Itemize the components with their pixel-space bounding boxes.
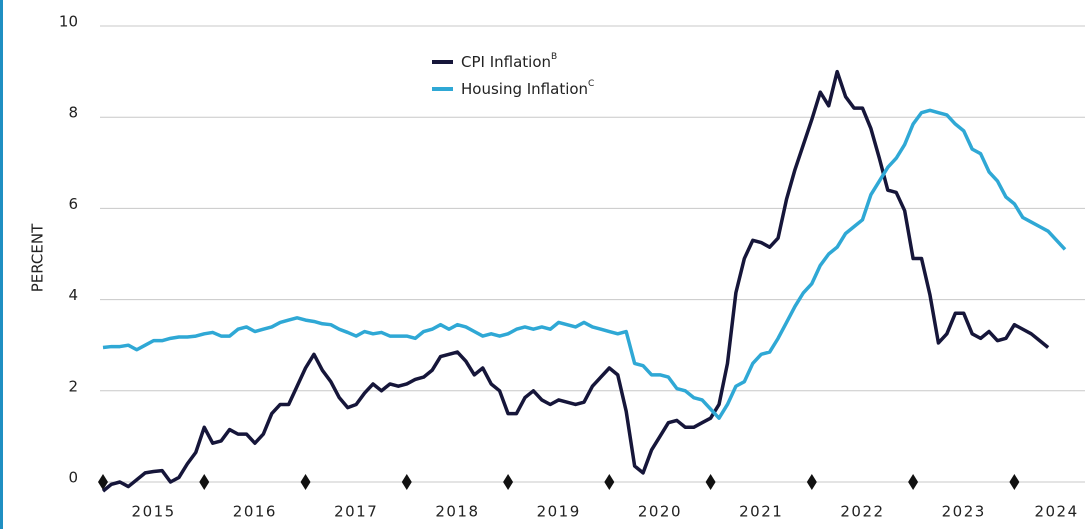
year-marker	[98, 474, 108, 490]
legend-footnote: B	[551, 52, 557, 62]
series-line	[102, 108, 1067, 420]
y-axis-label: PERCENT	[29, 223, 47, 292]
legend-label: Housing InflationC	[461, 79, 594, 98]
x-tick-label: 2020	[638, 503, 682, 521]
x-tick-label: 2018	[435, 503, 479, 521]
y-tick-label: 2	[68, 377, 78, 395]
left-stripe	[0, 0, 3, 529]
year-marker	[401, 474, 412, 490]
year-marker	[604, 474, 615, 490]
legend-label: CPI InflationB	[461, 52, 557, 71]
x-tick-label: 2015	[132, 503, 176, 521]
year-marker	[908, 474, 919, 490]
series-line	[101, 69, 1050, 493]
x-tick-label: 2021	[739, 503, 783, 521]
x-tick-label: 2023	[942, 503, 986, 521]
year-marker	[806, 474, 817, 490]
y-tick-label: 0	[68, 469, 78, 487]
legend-name: CPI Inflation	[461, 53, 551, 71]
year-marker	[199, 474, 210, 490]
x-tick-label: 2019	[537, 503, 581, 521]
x-tick-label: 2024	[1034, 503, 1078, 521]
year-marker	[1009, 474, 1020, 490]
year-marker	[705, 474, 716, 490]
legend-footnote: C	[588, 79, 594, 89]
year-marker	[503, 474, 514, 490]
x-tick-label: 2022	[840, 503, 884, 521]
x-tick-label: 2017	[334, 503, 378, 521]
legend-name: Housing Inflation	[461, 80, 588, 98]
y-tick-label: 4	[68, 286, 78, 304]
y-tick-label: 6	[68, 195, 78, 213]
y-tick-label: 10	[59, 13, 78, 31]
year-marker	[300, 474, 311, 490]
x-tick-label: 2016	[233, 503, 277, 521]
y-tick-label: 8	[68, 104, 78, 122]
